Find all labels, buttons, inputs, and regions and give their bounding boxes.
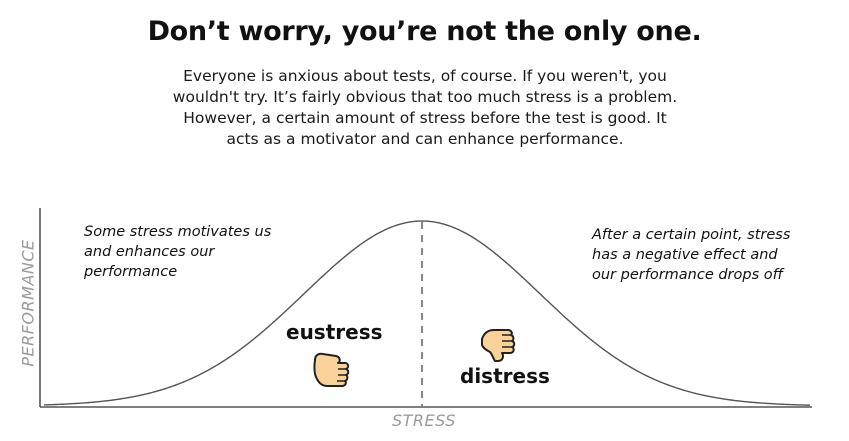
- performance-curve: [43, 220, 811, 406]
- intro-line: wouldn't try. It’s fairly obvious that t…: [172, 88, 678, 106]
- eustress-note: Some stress motivates us and enhances ou…: [84, 222, 271, 282]
- note-line: Some stress motivates us: [84, 224, 272, 240]
- note-line: and enhances our: [84, 244, 215, 260]
- thumbs-up-icon: [312, 350, 354, 392]
- note-line: has a negative effect and: [592, 247, 778, 263]
- intro-paragraph: Everyone is anxious about tests, of cour…: [150, 66, 700, 150]
- eustress-label: eustress: [286, 320, 383, 344]
- intro-line: However, a certain amount of stress befo…: [183, 109, 667, 127]
- intro-line: acts as a motivator and can enhance perf…: [226, 130, 624, 148]
- note-line: our performance drops off: [592, 267, 784, 283]
- x-axis-label: STRESS: [392, 411, 456, 430]
- note-line: After a certain point, stress: [592, 227, 791, 243]
- note-line: performance: [84, 264, 178, 280]
- page-title: Don’t worry, you’re not the only one.: [147, 16, 702, 47]
- distress-note: After a certain point, stress has a nega…: [592, 225, 790, 285]
- intro-line: Everyone is anxious about tests, of cour…: [183, 67, 667, 85]
- thumbs-down-icon: [478, 325, 520, 369]
- distress-label: distress: [460, 364, 550, 388]
- y-axis-label: PERFORMANCE: [18, 239, 38, 367]
